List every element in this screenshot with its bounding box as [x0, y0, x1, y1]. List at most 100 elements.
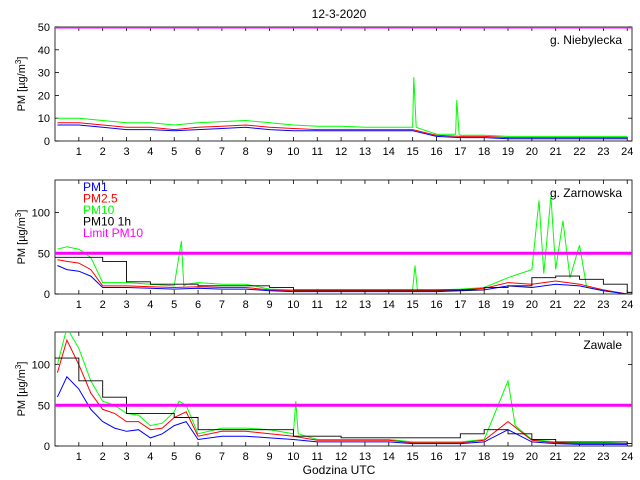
series-pm10-line — [57, 77, 628, 137]
x-tick-label: 15 — [407, 451, 419, 463]
x-tick-label: 8 — [243, 451, 249, 463]
y-axis-label: PM [µg/m3] — [14, 57, 28, 112]
x-tick-label: 11 — [312, 451, 323, 463]
station-label: g. Zarnowska — [550, 186, 622, 200]
x-tick-label: 14 — [383, 451, 395, 463]
x-tick-label: 13 — [359, 146, 371, 158]
x-tick-label: 5 — [171, 146, 177, 158]
x-tick-label: 24 — [621, 451, 633, 463]
x-tick-label: 12 — [335, 299, 347, 311]
series-pm10-1h-step — [55, 256, 632, 293]
x-tick-label: 22 — [573, 299, 585, 311]
plot-area — [55, 27, 632, 140]
y-tick-label: 100 — [32, 360, 50, 372]
x-tick-label: 12 — [335, 451, 347, 463]
series-pm25-line — [57, 122, 628, 139]
x-tick-label: 22 — [573, 146, 585, 158]
x-tick-label: 6 — [195, 451, 201, 463]
x-tick-label: 11 — [312, 146, 323, 158]
x-tick-label: 19 — [502, 451, 514, 463]
series-pm1-line — [57, 124, 628, 140]
x-tick-label: 2 — [100, 299, 106, 311]
x-tick-label: 2 — [100, 451, 106, 463]
y-axis-label: PM [µg/m3] — [14, 210, 28, 265]
x-tick-label: 9 — [267, 451, 273, 463]
y-tick-label: 30 — [38, 68, 50, 80]
x-tick-label: 15 — [407, 146, 419, 158]
x-tick-label: 24 — [621, 299, 633, 311]
y-tick-label: 50 — [38, 248, 50, 260]
legend-item: PM2.5 — [83, 192, 118, 206]
plot-area — [55, 196, 632, 294]
station-label: g. Niebylecka — [550, 33, 622, 47]
x-tick-label: 19 — [502, 146, 514, 158]
legend-item: PM10 — [83, 203, 115, 217]
y-tick-label: 50 — [38, 400, 50, 412]
y-tick-label: 0 — [44, 289, 50, 301]
y-tick-label: 0 — [44, 136, 50, 148]
station-label: Zawale — [583, 338, 622, 352]
x-tick-label: 22 — [573, 451, 585, 463]
x-tick-label: 24 — [621, 146, 633, 158]
x-tick-label: 16 — [430, 146, 442, 158]
series-pm25-line — [56, 338, 628, 445]
x-tick-label: 20 — [526, 451, 538, 463]
x-tick-label: 3 — [123, 451, 129, 463]
x-tick-label: 1 — [76, 299, 82, 311]
panel-niebylecka: 1 2 3 4 5 6 7 8 9 10 11 12 13 14 15 16 17 18 19 20 21 22 23 240… — [14, 22, 633, 158]
x-tick-label: 10 — [287, 146, 299, 158]
x-tick-label: 1 — [76, 146, 82, 158]
y-tick-label: 50 — [38, 22, 50, 34]
x-tick-label: 21 — [550, 146, 562, 158]
x-tick-label: 11 — [312, 299, 323, 311]
x-tick-label: 7 — [219, 146, 225, 158]
x-tick-label: 12 — [335, 146, 347, 158]
x-tick-label: 21 — [550, 451, 562, 463]
x-tick-label: 7 — [219, 299, 225, 311]
x-tick-label: 21 — [550, 299, 562, 311]
x-tick-label: 19 — [502, 299, 514, 311]
x-tick-label: 1 — [76, 451, 82, 463]
y-tick-label: 10 — [38, 113, 50, 125]
x-tick-label: 20 — [526, 299, 538, 311]
panel-zawale: 1 2 3 4 5 6 7 8 9 10 11 12 13 14 15 16 17 18 19 20 21 22 23 240… — [14, 331, 633, 463]
axes-frame — [54, 179, 633, 295]
x-tick-label: 17 — [454, 146, 466, 158]
x-tick-label: 6 — [195, 299, 201, 311]
y-tick-label: 20 — [38, 90, 50, 102]
x-tick-label: 15 — [407, 299, 419, 311]
x-tick-label: 2 — [100, 146, 106, 158]
x-tick-label: 10 — [287, 299, 299, 311]
x-tick-label: 23 — [597, 451, 609, 463]
x-tick-label: 3 — [123, 146, 129, 158]
series-pm10-1h-step — [55, 357, 632, 445]
legend-item: Limit PM10 — [83, 226, 143, 240]
x-tick-label: 5 — [171, 451, 177, 463]
legend-item: PM1 — [83, 180, 108, 194]
y-tick-label: 0 — [44, 441, 50, 453]
x-tick-label: 18 — [478, 146, 490, 158]
x-tick-label: 18 — [478, 299, 490, 311]
x-tick-label: 6 — [195, 146, 201, 158]
x-tick-label: 4 — [147, 451, 153, 463]
figure-title: 12-3-2020 — [312, 7, 367, 21]
x-tick-label: 13 — [359, 451, 371, 463]
x-tick-label: 8 — [243, 299, 249, 311]
x-tick-label: 4 — [147, 146, 153, 158]
x-tick-label: 17 — [454, 451, 466, 463]
axes-frame — [54, 331, 633, 447]
x-tick-label: 23 — [597, 299, 609, 311]
x-tick-label: 18 — [478, 451, 490, 463]
x-tick-label: 16 — [430, 451, 442, 463]
x-tick-label: 9 — [267, 299, 273, 311]
y-tick-label: 100 — [32, 208, 50, 220]
legend-item: PM10 1h — [83, 215, 131, 229]
x-tick-label: 20 — [526, 146, 538, 158]
axes-frame — [54, 26, 633, 142]
series-pm25-line — [57, 259, 628, 294]
panel-zarnowska: 1 2 3 4 5 6 7 8 9 10 11 12 13 14 15 16 17 18 19 20 21 22 23 240… — [14, 179, 633, 311]
x-axis-label: Godzina UTC — [303, 463, 376, 477]
x-tick-label: 10 — [287, 451, 299, 463]
y-axis-label: PM [µg/m3] — [14, 362, 28, 417]
